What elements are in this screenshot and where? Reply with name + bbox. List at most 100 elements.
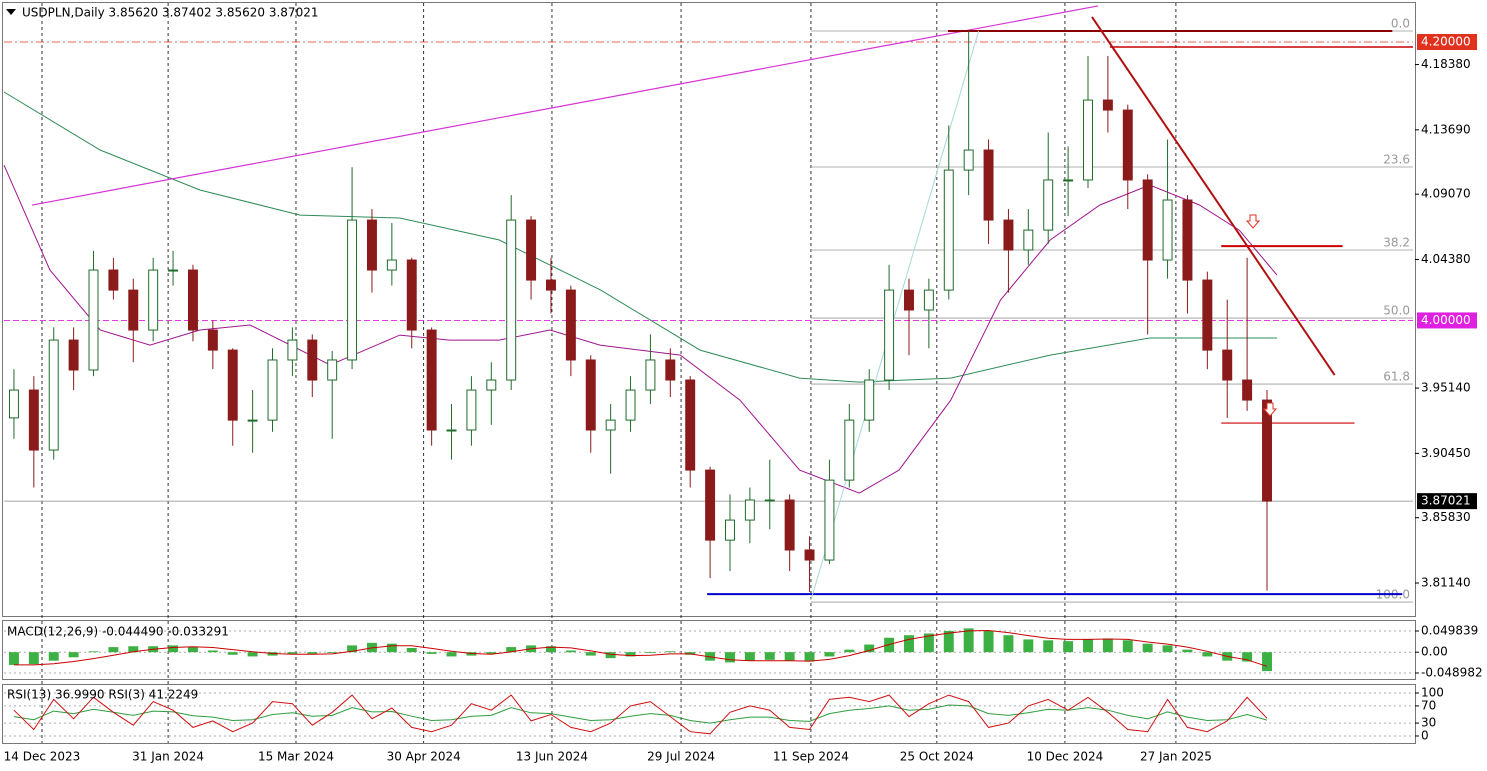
macd-bar [764,652,775,660]
moving-average [3,164,1278,494]
macd-bar [1262,652,1272,672]
macd-bar [645,652,656,654]
symbol-menu-icon[interactable] [6,9,16,15]
rsi-title: RSI(13) 36.9990 RSI(3) 41.2249 [7,688,198,702]
macd-bar [1023,639,1034,653]
x-tick-label: 10 Dec 2024 [1027,750,1104,764]
macd-bar [1122,640,1133,653]
fib-label: 0.0 [1391,17,1410,31]
macd-bar [1043,640,1054,653]
macd-bar [1003,635,1014,653]
y-tick-label: 70 [1421,698,1436,712]
price-label: 4.00000 [1421,313,1471,327]
candle-body [1043,179,1054,231]
candle-body [267,359,278,421]
x-tick-label: 25 Oct 2024 [900,750,974,764]
plot-layer: 14 Dec 2023 31 Jan 2024 15 Mar 2024 30 Apr … [3,3,1483,764]
candle-body [1202,279,1213,351]
y-tick-label: 0.049839 [1421,624,1478,638]
candle-body [904,289,914,311]
chart-title: USDPLN,Daily 3.85620 3.87402 3.85620 3.8… [22,6,318,20]
candle-body [187,269,198,331]
x-tick-label: 13 Jun 2024 [516,750,588,764]
candle-body [585,359,596,431]
y-tick-label: 4.04380 [1421,252,1471,266]
macd-bar [247,652,258,657]
candle-body [526,219,537,281]
y-tick-label: 4.18380 [1421,57,1471,71]
macd-bar [725,652,735,663]
macd-bar [287,652,298,654]
macd-bar [28,652,39,665]
macd-bar [844,649,855,653]
macd-bar [804,652,815,662]
candle-body [446,429,457,432]
candle-body [1023,229,1034,251]
macd-signal [13,629,1268,667]
candle-body [685,379,696,471]
candle-body [565,289,576,361]
macd-bar [963,628,974,653]
price-label-box [1417,34,1477,51]
candle-body [1222,349,1233,381]
candle-body [168,269,179,272]
macd-bar [983,630,994,653]
candle-body [466,389,477,431]
macd-bar [1202,652,1213,657]
y-tick-label: -0.048982 [1421,666,1483,680]
macd-bar [665,651,676,653]
drawn-line [31,5,1099,206]
rsi-line [13,694,1268,735]
macd-bar [784,652,795,661]
macd-title: MACD(12,26,9) -0.044490 -0.033291 [7,625,229,639]
main-panel-frame [2,2,1416,617]
candle-body [625,389,636,421]
candle-body [725,519,735,541]
candle-body [307,339,318,381]
candle-body [1182,199,1193,281]
fib-label: 50.0 [1383,304,1410,318]
drawn-line [810,30,980,601]
price-label-box [1417,493,1477,510]
candle-body [327,359,338,381]
candle-body [148,269,159,331]
candle-body [645,359,656,391]
candle-body [1122,109,1133,181]
candle-body [486,379,497,391]
macd-panel-frame [2,620,1416,680]
candle-body [1142,179,1153,261]
candle-body [963,149,974,171]
x-tick-label: 29 Jul 2024 [647,750,715,764]
macd-bar [446,652,457,657]
macd-bar [1142,643,1153,653]
x-tick-label: 14 Dec 2023 [4,750,81,764]
x-tick-label: 31 Jan 2024 [132,750,204,764]
macd-bar [585,652,596,656]
candle-body [28,389,39,451]
candle-body [88,269,99,371]
macd-bar [1242,652,1253,662]
candle-body [68,339,79,371]
macd-bar [1063,641,1074,653]
macd-bar [168,645,179,653]
sell-arrow [1245,214,1261,229]
moving-average [3,91,1277,383]
macd-bar [824,652,835,657]
y-tick-label: 3.81140 [1421,576,1471,590]
macd-bar [108,647,119,653]
macd-bar [943,630,954,653]
candle-body [665,359,676,381]
candle-body [824,479,835,561]
y-tick-label: 4.09070 [1421,187,1471,201]
candle-body [1162,199,1173,261]
macd-bar [605,652,616,659]
macd-bar [426,652,437,654]
candle-body [983,149,994,221]
y-tick-label: 30 [1421,716,1436,730]
candle-body [844,419,855,481]
macd-bar [565,650,576,653]
macd-bar [1182,649,1193,653]
candle-body [744,499,755,521]
y-tick-label: 3.90450 [1421,446,1471,460]
x-tick-label: 27 Jan 2025 [1140,750,1212,764]
